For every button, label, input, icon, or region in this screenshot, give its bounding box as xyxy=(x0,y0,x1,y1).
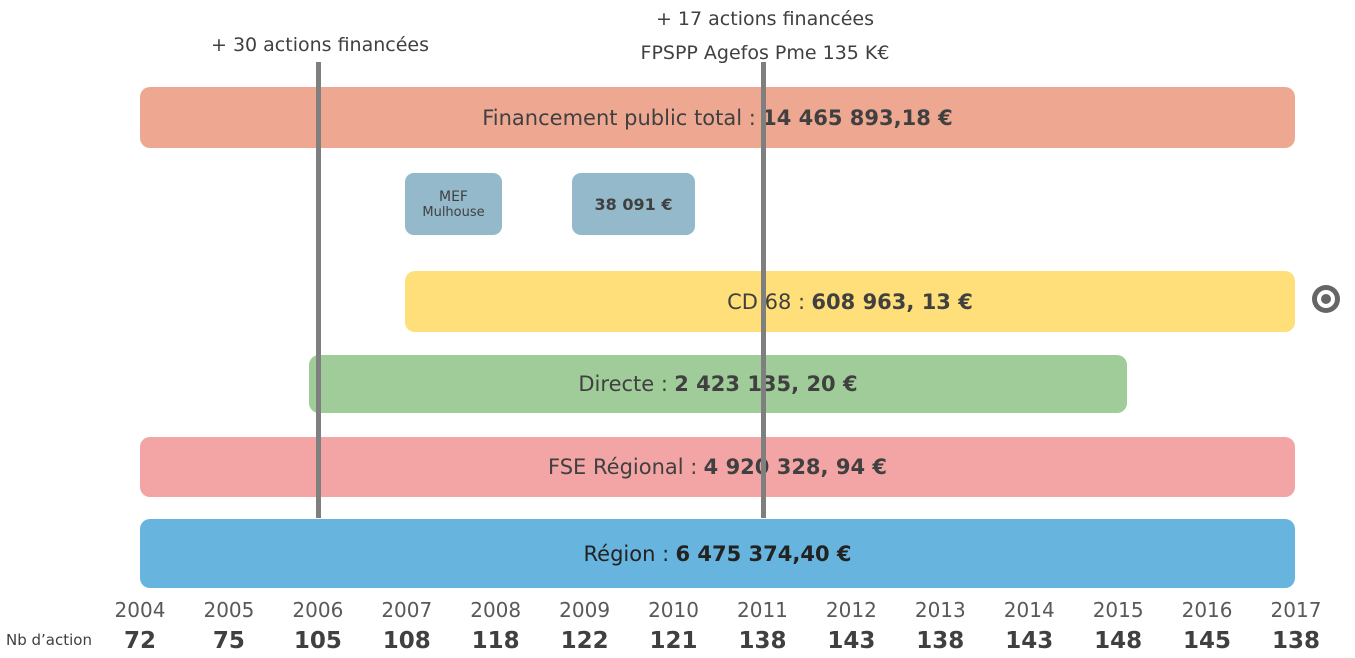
action-count: 143 xyxy=(827,628,876,654)
milestone-line xyxy=(761,62,766,518)
bar-amount: 2 423 135, 20 € xyxy=(674,372,858,396)
bar-label: Financement public total : xyxy=(482,105,756,130)
year: 2011 xyxy=(737,598,788,622)
bar-amount: 14 465 893,18 € xyxy=(762,105,953,130)
milestone-line xyxy=(316,62,321,518)
year: 2009 xyxy=(559,598,611,622)
bar: CD 68 :608 963, 13 € xyxy=(405,271,1295,332)
box: MEF Mulhouse xyxy=(405,173,502,235)
action-count: 138 xyxy=(1271,628,1321,654)
year: 2007 xyxy=(381,598,433,622)
annotation-line: + 30 actions financées xyxy=(210,34,430,56)
bar-label: CD 68 : xyxy=(727,289,806,314)
year: 2015 xyxy=(1092,598,1144,622)
row-label: Nb d’action xyxy=(6,631,92,649)
annotation: + 17 actions financées FPSPP Agefos Pme 1… xyxy=(641,2,890,70)
action-count: 148 xyxy=(1094,628,1143,654)
action-count: 143 xyxy=(1005,628,1054,654)
bar-label: Directe : xyxy=(578,372,668,396)
year: 2008 xyxy=(470,598,522,622)
annotation-line: FPSPP Agefos Pme 135 K€ xyxy=(640,42,890,64)
bar: FSE Régional :4 920 328, 94 € xyxy=(140,437,1295,497)
box-line: Mulhouse xyxy=(422,204,485,220)
box-line: MEF xyxy=(439,188,468,205)
year: 2004 xyxy=(114,598,166,622)
annotation-line: + 17 actions financées xyxy=(655,8,875,30)
box: 38 091 € xyxy=(572,173,695,235)
action-count: 72 xyxy=(123,628,157,654)
year: 2014 xyxy=(1003,598,1055,622)
bar-amount: 6 475 374,40 € xyxy=(675,541,852,566)
bar-amount: 4 920 328, 94 € xyxy=(703,455,887,479)
year: 2012 xyxy=(825,598,877,622)
action-count: 75 xyxy=(212,628,245,654)
annotation: + 30 actions financées xyxy=(211,28,429,62)
bar: Financement public total :14 465 893,18 … xyxy=(140,87,1295,148)
year: 2006 xyxy=(292,598,344,622)
action-count: 138 xyxy=(916,628,965,654)
action-count: 118 xyxy=(471,628,520,654)
action-count: 122 xyxy=(560,628,609,654)
year: 2013 xyxy=(914,598,966,622)
year: 2017 xyxy=(1270,598,1322,622)
bar-label: FSE Régional : xyxy=(548,455,698,479)
action-count: 138 xyxy=(738,628,787,654)
bar: Région :6 475 374,40 € xyxy=(140,519,1295,588)
bar-label: Région : xyxy=(583,541,670,566)
action-count: 105 xyxy=(293,628,342,654)
action-count: 108 xyxy=(382,628,431,654)
year: 2016 xyxy=(1181,598,1233,622)
year: 2010 xyxy=(648,598,699,622)
box-amount: 38 091 € xyxy=(594,194,673,214)
bar-amount: 608 963, 13 € xyxy=(811,289,973,314)
year: 2005 xyxy=(203,598,255,622)
action-count: 121 xyxy=(649,628,698,654)
bar: Directe :2 423 135, 20 € xyxy=(309,355,1127,413)
action-count: 145 xyxy=(1183,628,1232,654)
logo xyxy=(1312,285,1340,313)
